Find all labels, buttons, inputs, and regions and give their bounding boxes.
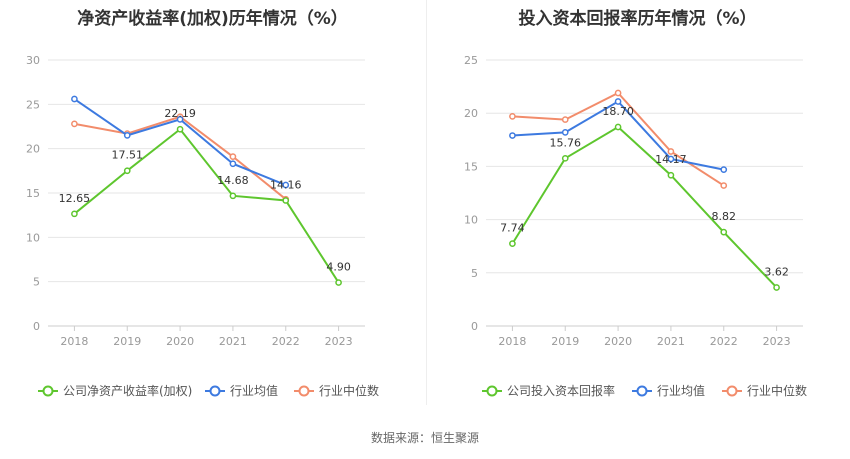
data-point xyxy=(229,192,237,200)
x-tick-label: 2021 xyxy=(657,335,685,348)
data-point xyxy=(71,95,78,103)
y-tick-label: 25 xyxy=(464,54,478,67)
data-point xyxy=(71,210,78,218)
data-point xyxy=(509,113,516,120)
chart-0: 0 5 10 15 20 25 30 2018 2019 2020 2021 2022 2023 12.6… xyxy=(26,54,379,398)
legend-swatch-marker xyxy=(636,385,648,397)
data-point xyxy=(561,129,569,136)
x-tick-label: 2021 xyxy=(219,335,247,348)
data-point xyxy=(176,116,184,123)
data-point xyxy=(667,155,675,163)
legend-label: 行业均值 xyxy=(657,383,705,398)
source-label: 数据来源：恒生聚源 xyxy=(370,431,479,445)
x-tick-label: 2020 xyxy=(604,335,632,348)
y-tick-label: 10 xyxy=(464,214,478,227)
data-point xyxy=(282,197,290,204)
y-tick-label: 25 xyxy=(26,98,40,111)
data-point xyxy=(614,98,622,105)
x-tick-label: 2019 xyxy=(551,335,579,348)
data-label: 14.68 xyxy=(217,174,249,187)
y-tick-label: 15 xyxy=(26,187,40,200)
legend-item-0[interactable]: 公司净资产收益率(加权) xyxy=(38,383,192,398)
x-tick-label: 2020 xyxy=(166,335,194,348)
data-point xyxy=(561,116,569,123)
data-point xyxy=(509,132,516,139)
legend-item-1[interactable]: 行业均值 xyxy=(632,383,705,398)
chart-1: 0 5 10 15 20 25 2018 2019 2020 2021 2022 2023 7.74 15… xyxy=(464,54,807,398)
legend-item-0[interactable]: 公司投入资本回报率 xyxy=(482,383,615,398)
x-tick-label: 2018 xyxy=(60,335,88,348)
y-tick-label: 20 xyxy=(464,107,478,120)
charts-canvas: 0 5 10 15 20 25 30 2018 2019 2020 2021 2022 2023 12.6… xyxy=(26,54,807,398)
legend-label: 行业中位数 xyxy=(747,383,807,398)
data-label: 17.51 xyxy=(112,149,144,162)
legend-swatch-marker xyxy=(298,385,310,397)
data-point xyxy=(614,123,622,131)
data-point xyxy=(667,148,675,155)
data-point xyxy=(667,171,675,179)
series-line-0 xyxy=(511,125,778,289)
data-label: 4.90 xyxy=(326,261,351,274)
series-line-0 xyxy=(73,127,340,284)
data-label: 15.76 xyxy=(550,136,582,149)
data-point xyxy=(229,153,237,160)
x-tick-label: 2022 xyxy=(710,335,738,348)
legend-swatch-marker xyxy=(42,385,54,397)
y-tick-label: 10 xyxy=(26,231,40,244)
legend-swatch-marker xyxy=(486,385,498,397)
chart-title-roe: 净资产收益率(加权)历年情况（%） xyxy=(77,9,348,29)
data-point xyxy=(509,240,516,247)
data-point xyxy=(123,132,131,139)
y-tick-label: 5 xyxy=(471,267,478,280)
y-tick-label: 30 xyxy=(26,54,40,67)
data-point xyxy=(614,89,622,97)
data-label: 7.74 xyxy=(500,222,525,235)
x-tick-label: 2023 xyxy=(763,335,791,348)
data-point xyxy=(71,120,78,128)
legend-item-2[interactable]: 行业中位数 xyxy=(722,383,807,398)
y-tick-label: 0 xyxy=(33,320,40,333)
x-tick-label: 2019 xyxy=(113,335,141,348)
panel-divider xyxy=(426,0,427,405)
legend-swatch-marker xyxy=(209,385,221,397)
x-tick-label: 2023 xyxy=(325,335,353,348)
data-point xyxy=(720,228,728,236)
chart-title-roic: 投入资本回报率历年情况（%） xyxy=(518,9,757,29)
data-label: 12.65 xyxy=(59,192,91,205)
data-point xyxy=(720,182,728,189)
data-label: 18.70 xyxy=(602,105,634,118)
legend-item-2[interactable]: 行业中位数 xyxy=(294,383,379,398)
y-tick-label: 5 xyxy=(33,276,40,289)
y-tick-label: 20 xyxy=(26,143,40,156)
x-tick-label: 2022 xyxy=(272,335,300,348)
legend-label: 公司投入资本回报率 xyxy=(507,383,615,398)
data-point xyxy=(229,160,237,168)
data-point xyxy=(335,279,342,286)
legend-label: 公司净资产收益率(加权) xyxy=(63,383,192,398)
data-label: 8.82 xyxy=(712,210,737,223)
data-point xyxy=(720,166,728,173)
data-label: 3.62 xyxy=(764,265,789,278)
data-point xyxy=(773,284,780,291)
data-point xyxy=(561,154,569,162)
x-tick-label: 2018 xyxy=(498,335,526,348)
data-point xyxy=(176,125,184,133)
data-point xyxy=(282,181,290,189)
y-tick-label: 15 xyxy=(464,160,478,173)
legend-item-1[interactable]: 行业均值 xyxy=(205,383,278,398)
data-label: 14.16 xyxy=(270,178,302,191)
y-tick-label: 0 xyxy=(471,320,478,333)
legend-label: 行业中位数 xyxy=(319,383,379,398)
legend-label: 行业均值 xyxy=(230,383,278,398)
data-point xyxy=(123,167,131,175)
data-label: 22.19 xyxy=(164,107,196,120)
data-label: 14.17 xyxy=(655,153,687,166)
legend-swatch-marker xyxy=(726,385,738,397)
